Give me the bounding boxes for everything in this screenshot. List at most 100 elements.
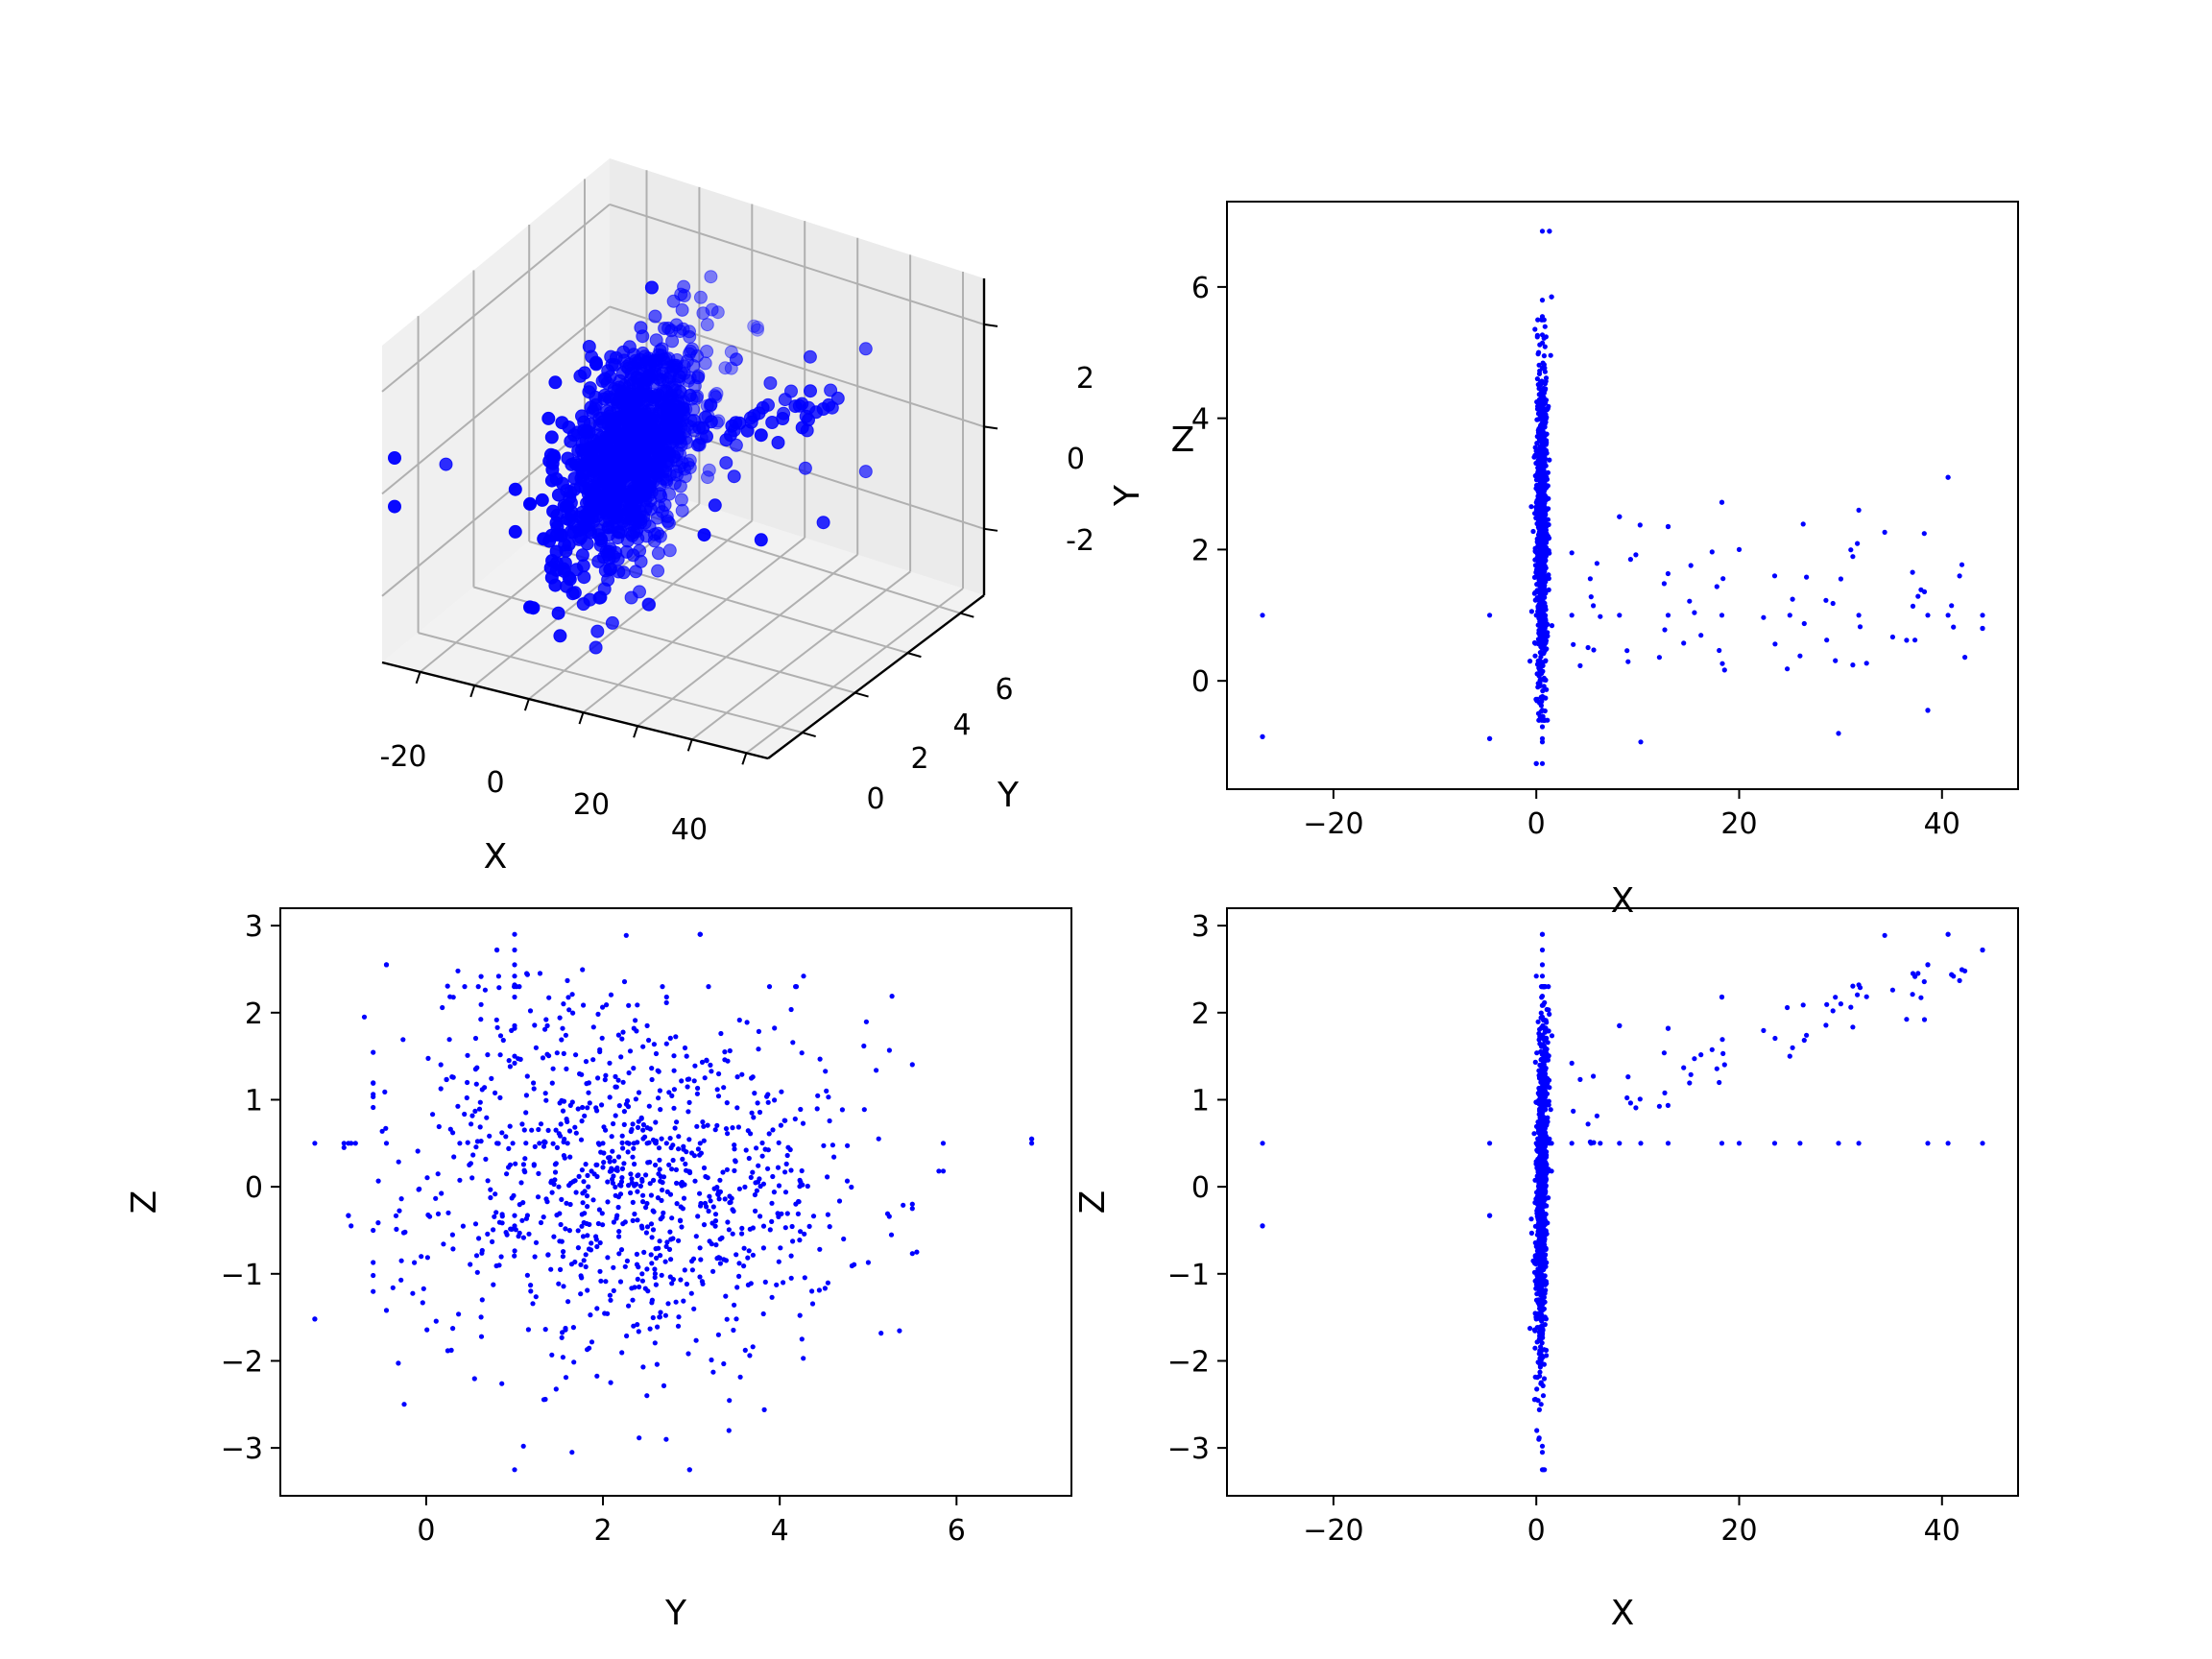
data-point [658, 1310, 663, 1315]
y-tick-label: 1 [245, 1084, 263, 1118]
data-point [691, 1306, 697, 1311]
data-point [636, 1329, 641, 1334]
data-point [519, 1121, 525, 1127]
data-point [715, 1094, 722, 1099]
data-point [636, 1118, 641, 1124]
data-point [439, 1190, 445, 1196]
data-point [650, 1227, 657, 1233]
data-point [1624, 648, 1630, 654]
data-point [722, 1057, 728, 1063]
data-point [640, 1192, 646, 1198]
data-point [1543, 1120, 1549, 1127]
data-point [747, 1226, 753, 1232]
data-point [398, 1196, 404, 1202]
data-point [579, 1223, 585, 1229]
data-point [657, 1157, 662, 1163]
3d-tick-mark [983, 323, 998, 327]
data-point [692, 1178, 698, 1184]
data-point [619, 1140, 625, 1145]
data-point [1925, 708, 1931, 713]
data-point [558, 1266, 564, 1272]
data-point [730, 1125, 735, 1131]
3d-data-point [677, 407, 691, 421]
3d-data-point [658, 322, 672, 335]
data-point [312, 1316, 318, 1322]
data-point [590, 1057, 596, 1063]
data-point [620, 1079, 626, 1085]
data-point [667, 1229, 673, 1235]
data-point [648, 1221, 655, 1227]
data-point [752, 1191, 758, 1198]
3d-data-points [388, 270, 873, 655]
data-point [476, 1236, 482, 1241]
3d-tick-mark [633, 725, 639, 738]
data-point [457, 1177, 463, 1183]
data-point [630, 1154, 636, 1160]
3d-data-point [561, 451, 575, 466]
data-point [624, 1098, 631, 1104]
data-point [1538, 1118, 1544, 1124]
data-point [538, 1121, 544, 1127]
data-point [1662, 627, 1668, 633]
data-point [595, 1220, 602, 1227]
data-point [632, 1211, 637, 1217]
data-point [626, 1303, 632, 1309]
data-point [1542, 1067, 1548, 1072]
data-point [702, 1200, 709, 1206]
data-point [676, 1314, 682, 1320]
3d-data-point [589, 357, 603, 372]
data-point [581, 1258, 587, 1263]
data-point [1549, 623, 1555, 629]
data-point [543, 1097, 549, 1103]
data-point [721, 1085, 727, 1091]
data-point [1542, 324, 1548, 329]
3d-tick-mark [983, 527, 998, 532]
data-point [827, 1118, 832, 1124]
data-point [630, 1217, 636, 1223]
data-point [667, 1136, 673, 1142]
data-point [616, 1234, 622, 1239]
data-point [1542, 344, 1548, 349]
3d-data-point [655, 399, 669, 414]
data-point [1539, 724, 1546, 730]
data-point [1531, 639, 1538, 646]
data-point [1736, 1141, 1743, 1146]
data-point [589, 1339, 595, 1345]
data-point [940, 1141, 947, 1146]
data-point [531, 1163, 537, 1168]
data-point [636, 1090, 642, 1095]
data-point [884, 1211, 891, 1216]
3d-data-point [804, 384, 817, 398]
data-point [1945, 613, 1951, 618]
3d-data-point [591, 554, 606, 568]
data-point [569, 1450, 575, 1455]
data-point [593, 1105, 599, 1111]
data-point [567, 1154, 573, 1160]
data-point [1539, 1208, 1545, 1214]
data-point [640, 1121, 647, 1128]
data-point [1487, 1213, 1493, 1218]
data-point [1638, 1141, 1644, 1146]
data-point [628, 1190, 634, 1196]
data-point [1539, 1443, 1546, 1449]
data-point [1787, 613, 1792, 618]
data-point [1540, 1042, 1546, 1047]
data-point [608, 992, 614, 998]
data-point [608, 1297, 613, 1303]
data-point [473, 1253, 480, 1259]
data-point [583, 1252, 589, 1258]
data-point [759, 1140, 765, 1146]
data-point [1980, 1141, 1985, 1146]
data-point [1856, 507, 1862, 514]
3d-data-point [674, 493, 688, 507]
data-point [1547, 550, 1552, 556]
data-point [1532, 589, 1538, 595]
data-point [727, 1200, 733, 1206]
data-point [1532, 1396, 1538, 1403]
data-point [909, 1251, 915, 1257]
data-point [492, 1214, 497, 1219]
3d-ytick-label: 6 [995, 673, 1013, 707]
data-point [491, 1282, 496, 1287]
data-point [616, 1229, 622, 1235]
data-point [665, 1301, 671, 1307]
